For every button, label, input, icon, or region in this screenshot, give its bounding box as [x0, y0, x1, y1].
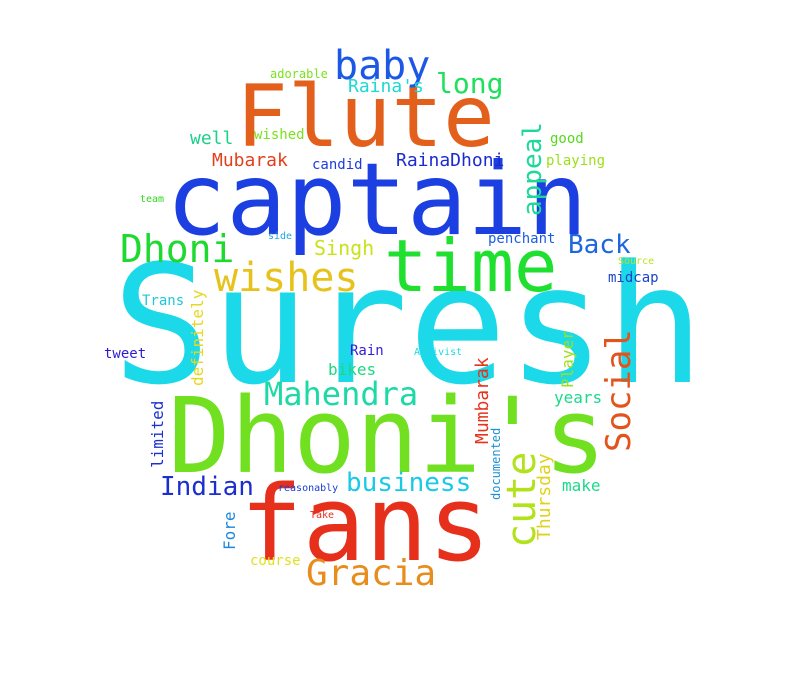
word-make: make — [562, 476, 601, 495]
word-documented: documented — [489, 427, 503, 500]
word-time: time — [384, 224, 558, 308]
word-playing: playing — [546, 153, 606, 169]
word-activist: Activist — [414, 347, 463, 358]
word-rainas: Raina's — [348, 76, 424, 97]
word-rainadhoni: RainaDhoni — [396, 150, 505, 171]
word-take: Take — [310, 510, 335, 521]
word-limited: limited — [148, 400, 167, 468]
word-long: long — [436, 67, 504, 100]
word-baby: baby — [334, 43, 431, 89]
word-captain: captain — [166, 141, 588, 258]
word-adorable: adorable — [270, 67, 328, 81]
word-fore: Fore — [220, 511, 239, 550]
word-wished: wished — [254, 127, 305, 143]
word-source: Source — [618, 256, 655, 267]
word-indian: Indian — [160, 472, 254, 502]
word-well: well — [190, 128, 234, 149]
word-mahendra: Mahendra — [264, 375, 419, 413]
word-trans: Trans — [142, 293, 185, 309]
word-flute: Flute — [236, 67, 495, 167]
word-player: Player — [558, 330, 577, 388]
word-appeal: appeal — [518, 122, 548, 216]
word-years: years — [554, 388, 603, 407]
word-definitely: definitely — [188, 289, 207, 386]
word-dhonis: Dhoni's — [168, 375, 607, 497]
word-thursday: Thursday — [534, 453, 555, 540]
word-back: Back — [568, 230, 631, 260]
word-team: team — [140, 194, 165, 205]
word-midcap: midcap — [608, 270, 659, 286]
word-social: Social — [599, 329, 639, 452]
word-tweet: tweet — [104, 346, 147, 362]
word-course: course — [250, 553, 301, 569]
word-singh: Singh — [314, 236, 375, 260]
word-business: business — [346, 468, 472, 498]
word-candid: candid — [312, 157, 363, 173]
word-good: good — [550, 131, 584, 147]
word-side: side — [268, 231, 293, 242]
word-fans: fans — [240, 463, 491, 585]
word-rain: Rain — [350, 343, 384, 359]
word-penchant: penchant — [488, 231, 556, 247]
word-bikes: bikes — [328, 360, 377, 379]
word-gracia: Gracia — [306, 553, 437, 594]
word-suresh: Suresh — [112, 230, 705, 421]
word-reasonably: reasonably — [278, 483, 339, 494]
word-dhoni: Dhoni — [120, 227, 235, 271]
word-mubarak: Mubarak — [212, 150, 288, 171]
word-wishes: wishes — [214, 255, 359, 301]
